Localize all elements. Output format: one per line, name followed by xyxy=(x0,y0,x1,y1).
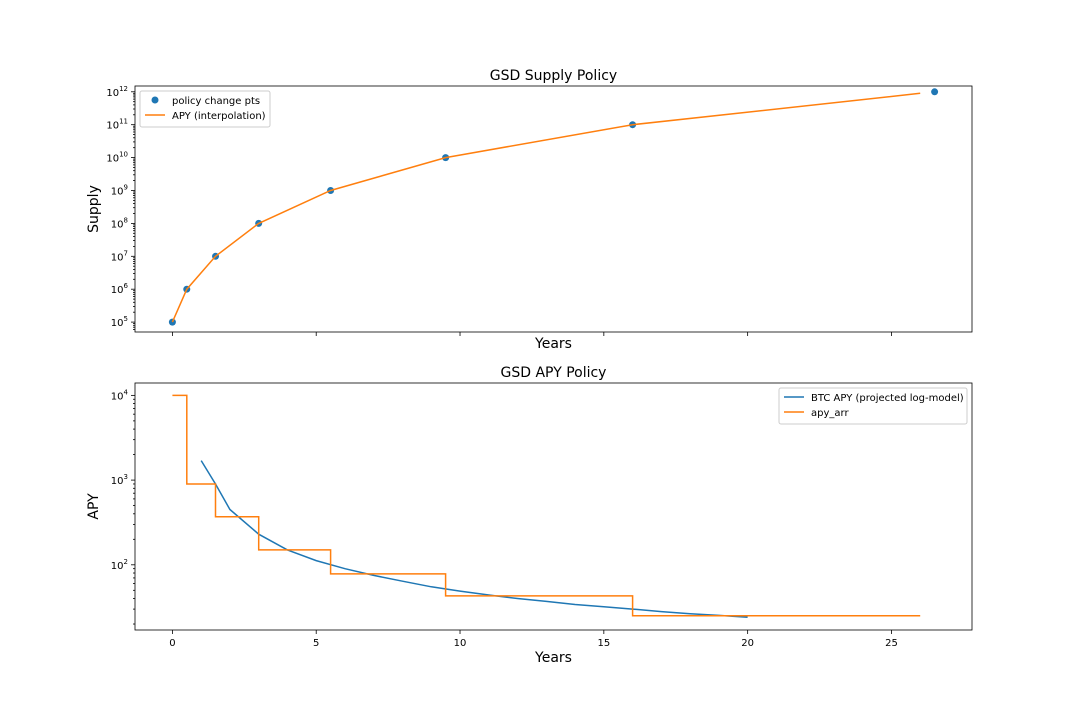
y-axis-label: APY xyxy=(86,493,102,520)
chart-title: GSD Supply Policy xyxy=(490,68,617,84)
y-tick-label: 106 xyxy=(111,282,129,296)
y-tick-label: 105 xyxy=(111,315,128,329)
x-tick-label: 25 xyxy=(885,638,898,649)
y-axis-label: Supply xyxy=(86,185,102,233)
legend: policy change pts APY (interpolation) xyxy=(139,90,271,128)
x-tick-label: 20 xyxy=(741,638,754,649)
y-tick-label: 103 xyxy=(111,473,128,487)
legend-label: policy change pts xyxy=(172,96,260,107)
x-tick-label: 15 xyxy=(597,638,610,649)
y-tick-label: 107 xyxy=(111,249,128,263)
y-tick-base: 10 xyxy=(111,285,124,296)
legend-label: BTC APY (projected log-model) xyxy=(811,393,964,404)
x-tick-label: 5 xyxy=(313,638,319,649)
x-axis-label: Years xyxy=(534,650,572,666)
y-tick-base: 10 xyxy=(106,88,119,99)
legend: BTC APY (projected log-model) apy_arr xyxy=(778,387,968,425)
legend-marker xyxy=(151,96,159,104)
chart-title: GSD APY Policy xyxy=(501,365,607,381)
data-point xyxy=(931,88,939,96)
plot-frame xyxy=(134,85,973,333)
x-tick-label: 0 xyxy=(169,638,175,649)
y-tick-exponent: 9 xyxy=(124,183,128,191)
y-tick-base: 10 xyxy=(111,318,124,329)
y-tick-label: 1012 xyxy=(106,85,128,99)
y-tick-label: 108 xyxy=(111,216,128,230)
chart-supply: GSD Supply PolicyYearsSupply105106107108… xyxy=(86,68,973,352)
y-tick-exponent: 7 xyxy=(124,249,128,257)
y-tick-exponent: 4 xyxy=(124,388,129,396)
y-tick-base: 10 xyxy=(111,219,124,230)
legend-label: APY (interpolation) xyxy=(172,111,266,122)
y-tick-label: 1011 xyxy=(106,118,128,132)
y-tick-exponent: 6 xyxy=(124,282,129,290)
y-tick-exponent: 5 xyxy=(124,315,128,323)
y-tick-exponent: 8 xyxy=(124,216,128,224)
y-tick-exponent: 10 xyxy=(119,151,128,159)
series-apy-interpolation xyxy=(171,92,921,323)
y-tick-exponent: 2 xyxy=(124,558,128,566)
x-axis-label: Years xyxy=(534,336,572,352)
y-tick-base: 10 xyxy=(111,476,124,487)
y-tick-label: 102 xyxy=(111,558,128,572)
y-tick-base: 10 xyxy=(111,186,124,197)
y-tick-base: 10 xyxy=(106,154,119,165)
y-tick-exponent: 12 xyxy=(119,85,128,93)
legend-box xyxy=(139,90,271,128)
y-tick-base: 10 xyxy=(106,121,119,132)
y-tick-base: 10 xyxy=(111,561,124,572)
plot-frame xyxy=(134,382,973,631)
series-apy-arr xyxy=(172,394,921,617)
y-tick-exponent: 11 xyxy=(119,118,128,126)
y-tick-label: 109 xyxy=(111,183,128,197)
x-tick-label: 10 xyxy=(454,638,467,649)
series-btc-apy-projected-log-model xyxy=(200,460,748,619)
legend-box xyxy=(778,387,968,425)
y-tick-exponent: 3 xyxy=(124,473,128,481)
y-tick-base: 10 xyxy=(111,252,124,263)
y-tick-label: 1010 xyxy=(106,151,128,165)
y-tick-base: 10 xyxy=(111,391,124,402)
legend-label: apy_arr xyxy=(811,408,849,419)
y-tick-label: 104 xyxy=(111,388,129,402)
